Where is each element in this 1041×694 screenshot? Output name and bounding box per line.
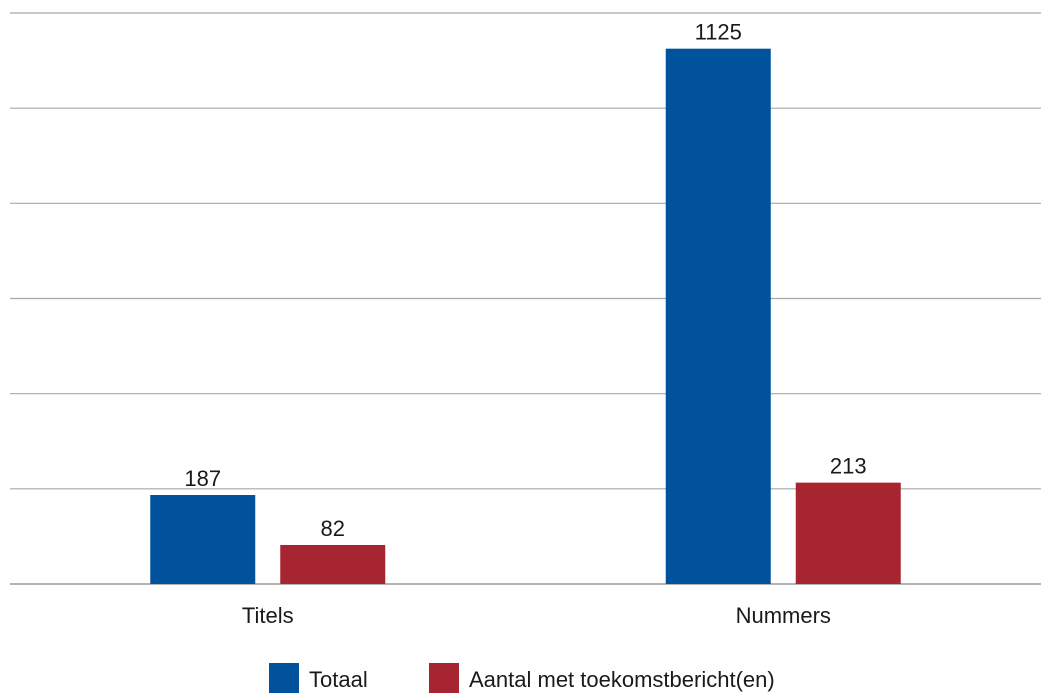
bars [150,48,901,584]
data-labels: 187 82 1125 213 [184,20,866,541]
x-tick-label: Titels [242,603,294,628]
x-tick-label: Nummers [736,603,831,628]
data-label: 213 [830,454,867,479]
legend-swatch [429,663,459,693]
legend-swatch [269,663,299,693]
data-label: 82 [321,516,345,541]
legend-label: Aantal met toekomstbericht(en) [469,667,775,692]
x-axis-tick-labels: Titels Nummers [242,603,831,628]
legend-label: Totaal [309,667,368,692]
legend-item: Aantal met toekomstbericht(en) [429,663,775,693]
bar-nummers-series-1 [795,482,901,584]
data-label: 187 [184,466,221,491]
bar-titels-series-0 [150,495,256,584]
bar-titels-series-1 [280,544,386,584]
legend: Totaal Aantal met toekomstbericht(en) [269,663,775,693]
data-label: 1125 [695,20,742,45]
bar-nummers-series-0 [665,48,771,584]
legend-item: Totaal [269,663,368,693]
